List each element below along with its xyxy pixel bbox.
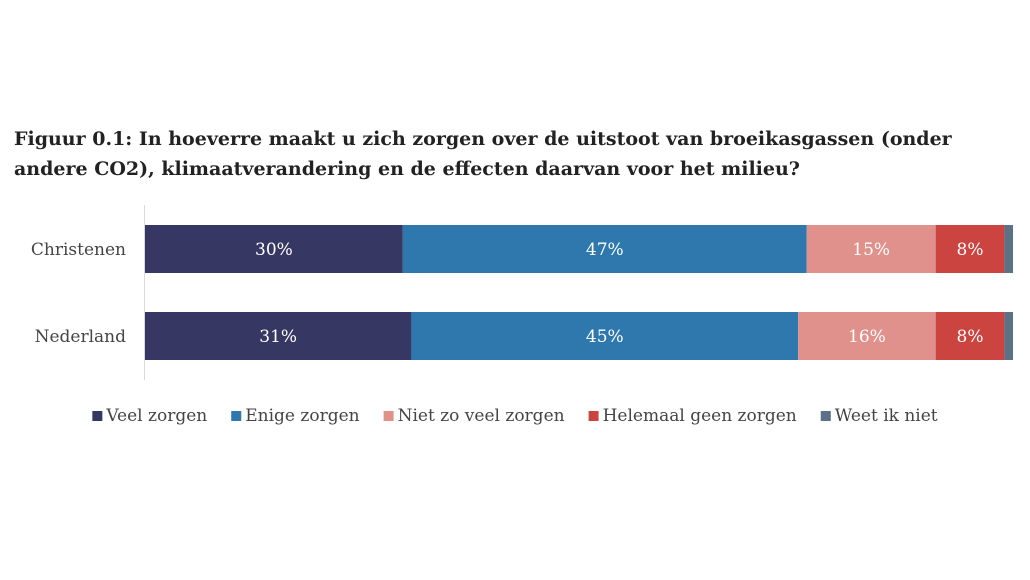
data-label: 15% bbox=[852, 240, 890, 260]
data-label: 8% bbox=[957, 327, 984, 347]
bar-segment bbox=[935, 225, 1005, 273]
bar-segment bbox=[806, 225, 936, 273]
data-label: 31% bbox=[259, 327, 297, 347]
data-label: 8% bbox=[957, 240, 984, 260]
legend: Veel zorgen Enige zorgen Niet zo veel zorg… bbox=[92, 406, 938, 426]
bar-segment bbox=[411, 312, 799, 360]
legend-swatch bbox=[588, 411, 599, 421]
legend-swatch bbox=[231, 411, 242, 421]
legend-item: Weet ik niet bbox=[820, 406, 938, 426]
data-label: 16% bbox=[848, 327, 886, 347]
bar-segment bbox=[798, 312, 936, 360]
legend-swatch bbox=[820, 411, 831, 421]
bar-segment bbox=[145, 312, 412, 360]
bar-segment bbox=[1004, 312, 1013, 360]
data-label: 45% bbox=[586, 327, 624, 347]
legend-label: Helemaal geen zorgen bbox=[603, 406, 797, 426]
legend-label: Niet zo veel zorgen bbox=[398, 406, 565, 426]
bars-layer: Christenen 30% 47% 15% 8% Nederland 31% 45% 16% 8… bbox=[31, 225, 1013, 360]
legend-item: Niet zo veel zorgen bbox=[383, 406, 565, 426]
bar-segment bbox=[1004, 225, 1013, 273]
legend-label: Veel zorgen bbox=[105, 406, 207, 426]
bar-segment bbox=[402, 225, 807, 273]
category-label: Nederland bbox=[35, 327, 127, 347]
bar-segment bbox=[935, 312, 1005, 360]
bar-segment bbox=[145, 225, 403, 273]
legend-item: Veel zorgen bbox=[92, 406, 207, 426]
legend-label: Enige zorgen bbox=[245, 406, 359, 426]
category-label: Christenen bbox=[31, 240, 126, 260]
legend-item: Enige zorgen bbox=[231, 406, 360, 426]
legend-swatch bbox=[383, 411, 394, 421]
legend-label: Weet ik niet bbox=[835, 406, 938, 426]
chart-title: Figuur 0.1: In hoeverre maakt u zich zor… bbox=[14, 128, 952, 180]
legend-swatch bbox=[92, 411, 103, 421]
data-label: 30% bbox=[255, 240, 293, 260]
data-label: 47% bbox=[586, 240, 624, 260]
legend-item: Helemaal geen zorgen bbox=[588, 406, 797, 426]
